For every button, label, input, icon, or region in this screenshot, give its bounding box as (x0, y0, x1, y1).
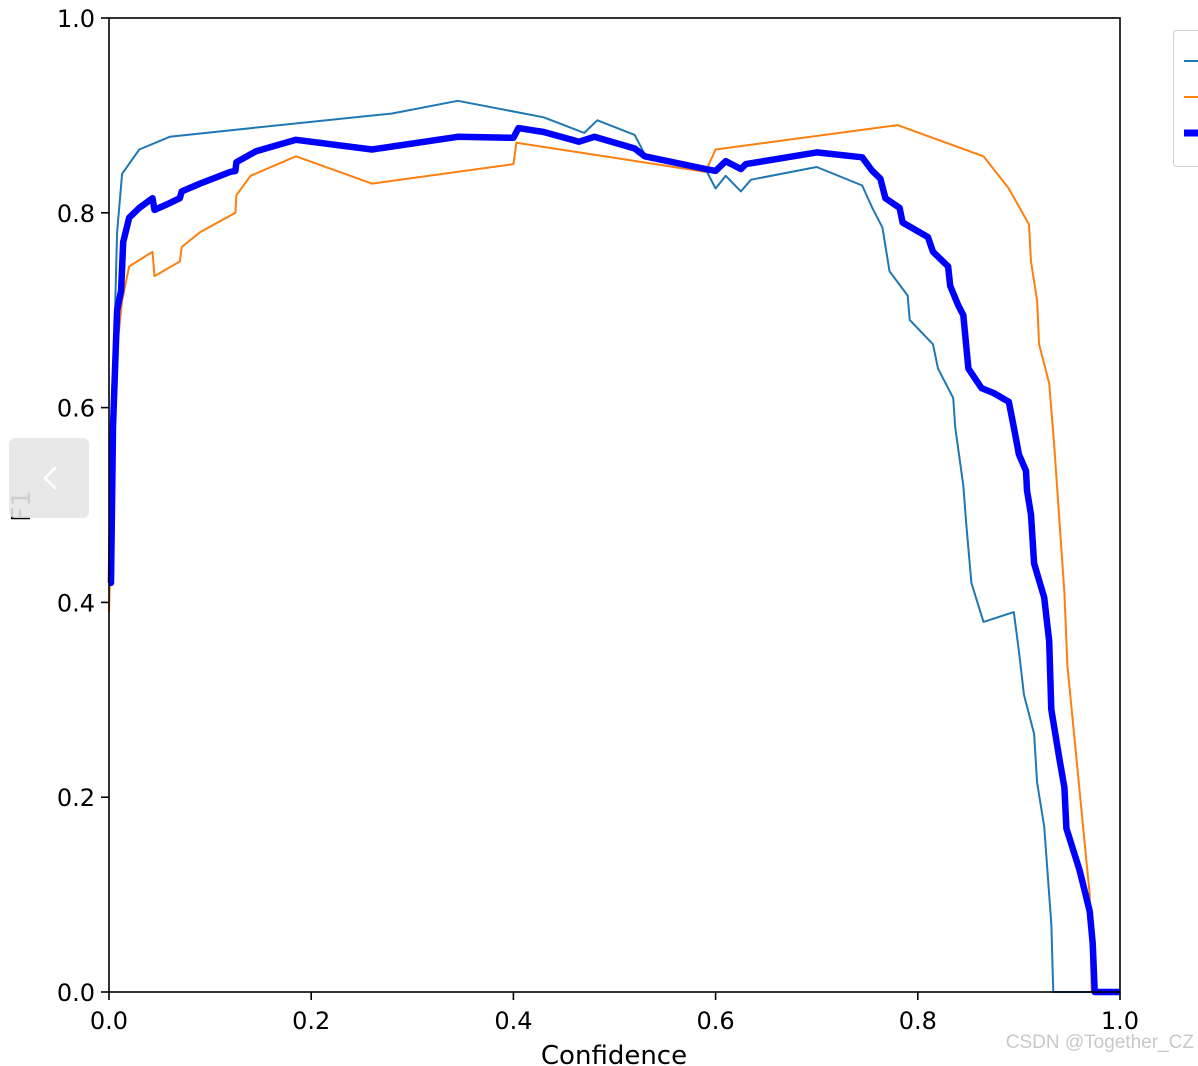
chevron-left-icon (43, 466, 57, 490)
x-tick-label: 1.0 (1101, 1007, 1139, 1035)
tick-layer: 0.0 0.2 0.4 0.6 0.8 1.0 0.0 0.2 0.4 0.6 0.8 1.0 (57, 5, 1139, 1035)
series-line-1 (108, 99, 1120, 993)
series-line-3 (107, 124, 1120, 996)
x-tick-label: 0.0 (90, 1007, 128, 1035)
y-tick-label: 0.0 (57, 979, 95, 1007)
series-line-2 (108, 124, 1120, 993)
legend-swatches (1184, 60, 1198, 137)
watermark: CSDN @Together_CZ (1005, 1032, 1194, 1053)
y-tick-label: 0.2 (57, 784, 95, 812)
y-tick-label: 0.8 (57, 200, 95, 228)
y-tick-label: 0.6 (57, 395, 95, 423)
series-layer (107, 99, 1120, 996)
x-tick-label: 0.2 (292, 1007, 330, 1035)
previous-button[interactable] (9, 438, 89, 518)
y-tick-label: 0.4 (57, 589, 95, 617)
x-tick-label: 0.4 (494, 1007, 532, 1035)
x-tick-label: 0.8 (899, 1007, 937, 1035)
legend (1173, 30, 1198, 167)
y-tick-label: 1.0 (57, 5, 95, 33)
plot-frame (108, 17, 1121, 993)
x-axis-label: Confidence (541, 1041, 687, 1066)
x-tick-label: 0.6 (697, 1007, 735, 1035)
